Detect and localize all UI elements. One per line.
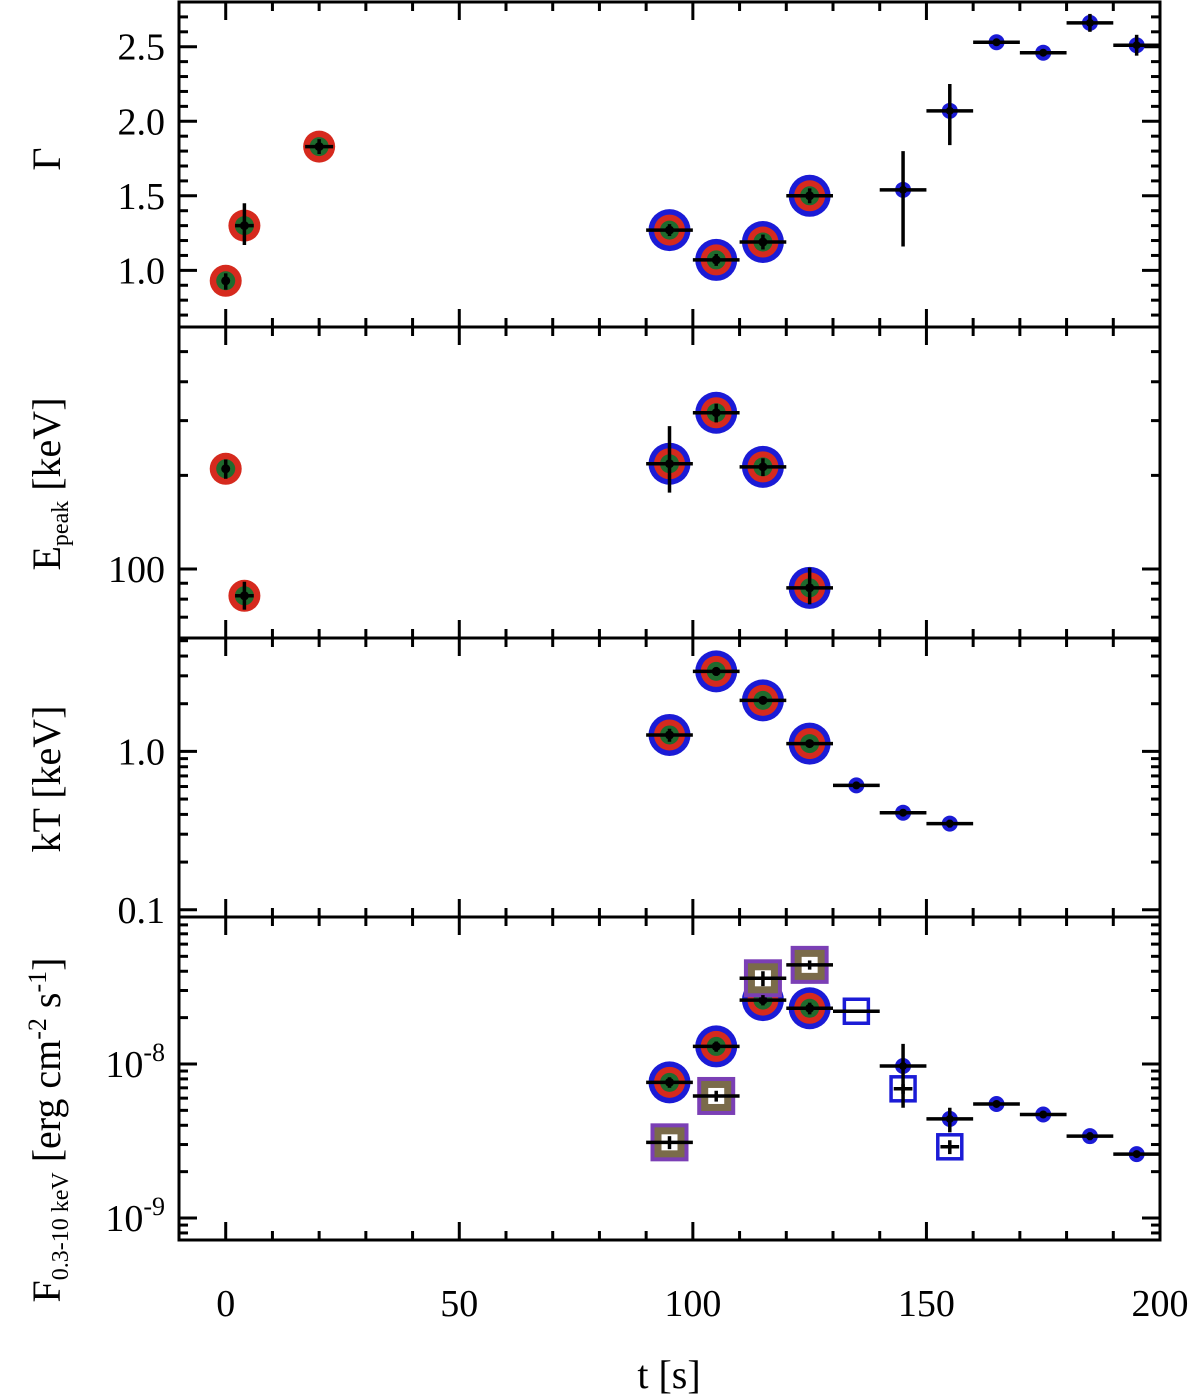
panel-kt-data	[646, 650, 974, 832]
flux-label-base: F	[24, 1280, 69, 1302]
panel-flux-data	[646, 945, 1160, 1163]
panel-epeak-ylabel: Epeak [keV]	[24, 397, 74, 570]
panel-kt-marks: 0.1 1.0	[118, 636, 1162, 932]
panel-epeak-marks: 100	[108, 325, 1162, 640]
flux-label-end: ]	[24, 957, 69, 970]
panel-kt-ylabel: kT [keV]	[24, 706, 69, 853]
flux-label-sup2: -1	[23, 971, 52, 993]
panel-epeak: 100 Epeak [keV]	[24, 325, 1162, 640]
flux-label-sup1: -2	[23, 1018, 52, 1040]
y-tick-label: 2.0	[118, 101, 166, 143]
x-tick-label: 200	[1132, 1283, 1189, 1325]
panel-gamma-ylabel: Γ	[24, 147, 69, 170]
x-tick-label: 50	[440, 1283, 478, 1325]
x-axis: 0 50 100 150 200 t [s]	[216, 1283, 1188, 1395]
x-tick-label: 150	[898, 1283, 955, 1325]
y-tick-label: 1.5	[118, 176, 166, 218]
y-tick-label: 0.1	[118, 890, 166, 932]
flux-label-rest: [erg cm	[24, 1040, 69, 1173]
panel-flux: 10-9 10-8 F0.3-10 keV [erg cm-2 s-1]	[23, 915, 1162, 1303]
panel-frame	[177, 636, 1162, 919]
y-tick-label: 10-9	[105, 1192, 165, 1240]
x-tick-label: 100	[664, 1283, 721, 1325]
panel-gamma-data	[209, 13, 1160, 297]
flux-label-mid: s	[24, 992, 69, 1018]
epeak-label-rest: [keV]	[24, 397, 69, 500]
y-tick-label: 1.0	[118, 731, 166, 773]
panel-gamma-marks: 1.0 1.5 2.0 2.5	[118, 0, 1162, 329]
panel-gamma: 1.0 1.5 2.0 2.5 Γ	[24, 0, 1162, 329]
x-axis-label: t [s]	[637, 1352, 700, 1395]
y-tick-label: 100	[108, 549, 165, 591]
x-tick-label: 0	[216, 1283, 235, 1325]
panel-flux-ylabel: F0.3-10 keV [erg cm-2 s-1]	[23, 957, 74, 1302]
epeak-label-sub: peak	[48, 501, 74, 546]
y-tick-label: 10-8	[105, 1038, 165, 1086]
x-tick-labels: 0 50 100 150 200	[216, 1283, 1188, 1325]
panel-epeak-data	[209, 391, 833, 612]
y-tick-label: 1.0	[118, 250, 166, 292]
panel-flux-marks: 10-9 10-8	[105, 915, 1162, 1242]
panel-frame	[177, 0, 1162, 329]
y-tick-label: 2.5	[118, 27, 166, 69]
flux-label-sub: 0.3-10 keV	[48, 1172, 74, 1281]
epeak-label-base: E	[24, 546, 69, 570]
panel-kt: 0.1 1.0 kT [keV]	[24, 636, 1162, 932]
